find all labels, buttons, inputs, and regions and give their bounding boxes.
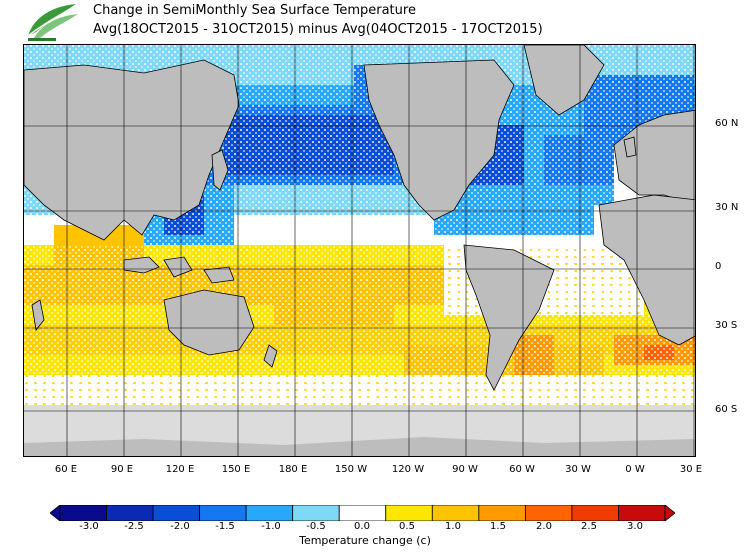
lat-label-60n: 60 N (715, 118, 739, 129)
lon-label: 120 E (165, 464, 195, 475)
colorbar-tick: 0.5 (399, 521, 415, 532)
colorbar-tick: 2.0 (536, 521, 552, 532)
colorbar-arrow-low (50, 505, 61, 521)
sst-warming-south (24, 225, 695, 405)
lat-label-eq: 0 (715, 261, 722, 272)
lon-label: 150 E (221, 464, 251, 475)
colorbar-tick: -1.0 (261, 521, 281, 532)
colorbar-swatch (59, 505, 107, 521)
colorbar-tick: -3.0 (79, 521, 99, 532)
colorbar-tick: -0.5 (306, 521, 326, 532)
colorbar-swatch (245, 505, 294, 521)
lon-label: 30 E (679, 464, 703, 475)
lon-label: 150 W (334, 464, 368, 475)
land-japan (211, 149, 229, 191)
land-masses (24, 45, 695, 391)
land-south-america (463, 244, 555, 391)
colorbar-title: Temperature change (c) (299, 534, 431, 547)
land-greenland (523, 45, 605, 116)
colorbar-swatch (106, 505, 154, 521)
colorbar-swatch (199, 505, 247, 521)
colorbar-tick: 0.0 (354, 521, 370, 532)
land-asia (24, 59, 240, 241)
colorbar-swatch (618, 505, 666, 521)
colorbar (50, 505, 675, 521)
colorbar-swatch (431, 505, 480, 521)
land-europe (613, 109, 695, 205)
lat-label-60s: 60 S (715, 404, 738, 415)
lon-label: 60 W (509, 464, 535, 475)
colorbar-tick: -2.0 (170, 521, 190, 532)
lat-label-30s: 30 S (715, 320, 738, 331)
map-title: Change in SemiMonthly Sea Surface Temper… (93, 3, 416, 18)
land-africa (598, 194, 695, 346)
land-madagascar (31, 299, 45, 331)
colorbar-swatch (478, 505, 526, 521)
lon-label: 120 W (391, 464, 425, 475)
land-north-america (363, 59, 515, 221)
lon-label: 90 E (110, 464, 134, 475)
map-canvas (24, 45, 695, 456)
colorbar-swatch (152, 505, 201, 521)
colorbar-tick: -1.5 (215, 521, 235, 532)
land-australia (163, 289, 255, 356)
map-subtitle: Avg(18OCT2015 - 31OCT2015) minus Avg(04O… (93, 22, 543, 37)
lon-label: 90 W (452, 464, 478, 475)
sst-change-map (23, 44, 696, 457)
colorbar-swatch (338, 505, 387, 521)
colorbar-swatch (524, 505, 573, 521)
lon-label: 60 E (54, 464, 78, 475)
colorbar-arrow-high (664, 505, 675, 521)
colorbar-swatch (385, 505, 433, 521)
lon-label: 0 W (625, 464, 645, 475)
graticule (24, 45, 695, 456)
lon-label: 180 E (278, 464, 308, 475)
land-uk (623, 136, 637, 158)
land-new-zealand (263, 344, 278, 368)
lat-label-30n: 30 N (715, 202, 739, 213)
logo-icon (27, 4, 78, 41)
colorbar-swatch (571, 505, 619, 521)
colorbar-tick: 3.0 (627, 521, 643, 532)
antarctic-ice (24, 405, 695, 456)
colorbar-tick: 1.0 (445, 521, 461, 532)
lon-label: 30 W (565, 464, 591, 475)
colorbar-tick: 1.5 (490, 521, 506, 532)
colorbar-tick: 2.5 (581, 521, 597, 532)
colorbar-tick: -2.5 (124, 521, 144, 532)
colorbar-swatch (292, 505, 340, 521)
